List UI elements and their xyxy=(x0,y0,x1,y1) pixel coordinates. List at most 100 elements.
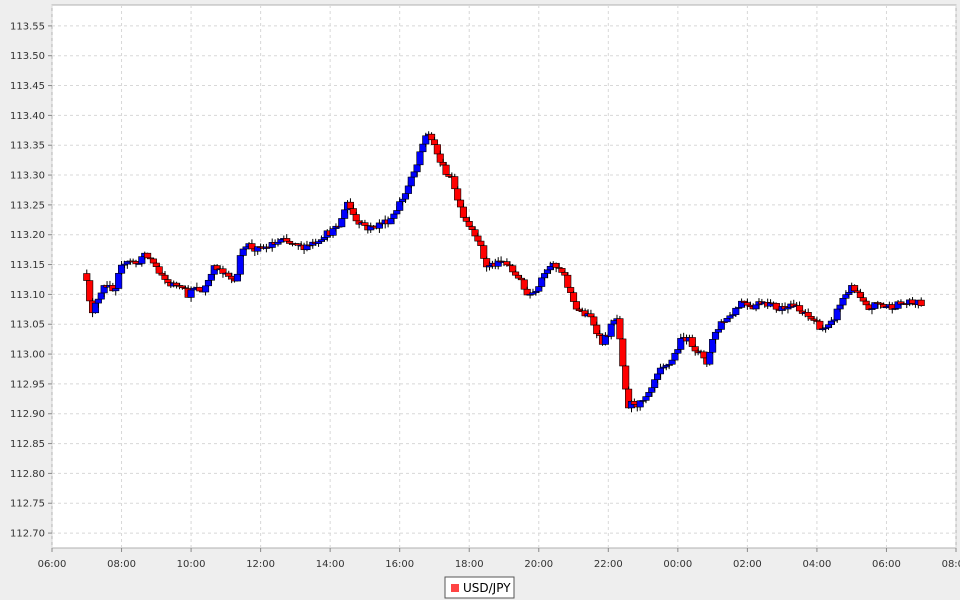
candle-body xyxy=(651,379,659,388)
candle-body xyxy=(94,298,102,304)
candle-body xyxy=(204,279,213,287)
candle-body xyxy=(225,272,233,277)
x-tick-label: 06:00 xyxy=(38,559,67,570)
candle-body xyxy=(83,273,91,281)
candle-body xyxy=(593,324,601,335)
y-tick-label: 113.45 xyxy=(10,81,45,92)
candle-body xyxy=(393,210,401,215)
candle-body xyxy=(642,396,650,401)
candle-body xyxy=(538,277,546,287)
candle-body xyxy=(668,359,676,365)
candle-body xyxy=(454,188,462,201)
candle-body xyxy=(361,222,369,226)
candle-body xyxy=(648,387,656,393)
candle-body xyxy=(219,268,227,274)
candle-body xyxy=(396,201,404,211)
candle-body xyxy=(413,164,421,173)
candle-body xyxy=(824,324,833,329)
candle-body xyxy=(851,285,859,292)
candle-body xyxy=(320,237,328,240)
candle-body xyxy=(456,199,465,208)
candle-body xyxy=(512,271,520,276)
y-tick-label: 113.50 xyxy=(10,51,45,62)
candle-body xyxy=(439,161,447,166)
candle-body xyxy=(428,133,436,141)
x-tick-label: 06:00 xyxy=(872,559,901,570)
candle-body xyxy=(836,304,844,310)
candle-body xyxy=(587,313,595,318)
candle-body xyxy=(726,315,734,319)
candle-body xyxy=(433,144,441,155)
y-tick-label: 112.85 xyxy=(10,439,45,450)
candle-body xyxy=(723,318,731,323)
x-tick-label: 22:00 xyxy=(594,559,623,570)
candle-body xyxy=(743,302,751,306)
candle-body xyxy=(117,264,126,274)
candle-body xyxy=(514,274,523,279)
candle-body xyxy=(430,139,439,145)
y-tick-label: 113.00 xyxy=(10,350,45,361)
x-tick-label: 04:00 xyxy=(803,559,832,570)
candle-body xyxy=(714,329,722,333)
candle-body xyxy=(654,373,662,380)
x-tick-label: 00:00 xyxy=(663,559,692,570)
candle-body xyxy=(202,285,210,293)
x-tick-label: 08:00 xyxy=(942,559,960,570)
candle-body xyxy=(404,185,412,194)
candle-body xyxy=(97,292,105,300)
candle-body xyxy=(862,300,870,306)
candle-body xyxy=(207,273,215,281)
candle-body xyxy=(804,312,812,317)
candle-body xyxy=(691,346,699,352)
candle-body xyxy=(115,272,123,289)
candle-body xyxy=(462,217,470,222)
candle-body xyxy=(329,228,337,236)
y-tick-label: 113.35 xyxy=(10,141,45,152)
candle-body xyxy=(164,279,172,283)
candle-body xyxy=(338,218,346,228)
candle-body xyxy=(833,308,841,321)
y-tick-label: 113.20 xyxy=(10,230,45,241)
candle-body xyxy=(616,318,624,340)
candle-body xyxy=(387,218,395,225)
candle-body xyxy=(451,176,459,190)
candle-body xyxy=(274,241,282,245)
candle-body xyxy=(795,305,804,312)
y-tick-label: 113.55 xyxy=(10,21,45,32)
candle-body xyxy=(86,280,94,302)
y-tick-label: 113.05 xyxy=(10,320,45,331)
y-tick-label: 113.15 xyxy=(10,260,45,271)
candle-body xyxy=(407,176,415,187)
candle-body xyxy=(419,143,427,153)
candle-body xyxy=(706,351,714,365)
candle-body xyxy=(541,273,549,279)
x-axis: 06:00 08:00 10:00 12:00 14:00 16:00 18:00 20:00… xyxy=(38,548,960,570)
candle-body xyxy=(468,226,476,230)
candle-body xyxy=(341,209,349,219)
candle-body xyxy=(656,367,665,375)
candle-body xyxy=(346,201,354,209)
candle-body xyxy=(187,289,195,298)
x-tick-label: 18:00 xyxy=(455,559,484,570)
y-tick-label: 113.30 xyxy=(10,171,45,182)
candle-body xyxy=(349,208,357,215)
candle-body xyxy=(144,252,152,259)
candle-body xyxy=(807,316,815,320)
candle-body xyxy=(674,349,682,354)
candle-body xyxy=(239,248,247,256)
legend-swatch-usdjpy xyxy=(451,584,459,592)
candle-body xyxy=(149,258,157,264)
y-tick-label: 113.10 xyxy=(10,290,45,301)
candle-body xyxy=(732,307,740,316)
candle-body xyxy=(442,164,450,175)
candle-body xyxy=(558,268,566,273)
x-tick-label: 12:00 xyxy=(246,559,275,570)
candle-body xyxy=(622,365,630,390)
candle-body xyxy=(503,261,511,266)
candle-body xyxy=(390,213,398,219)
candle-body xyxy=(917,299,925,306)
candles xyxy=(83,131,925,413)
candle-body xyxy=(711,331,720,340)
candle-body xyxy=(410,171,418,178)
